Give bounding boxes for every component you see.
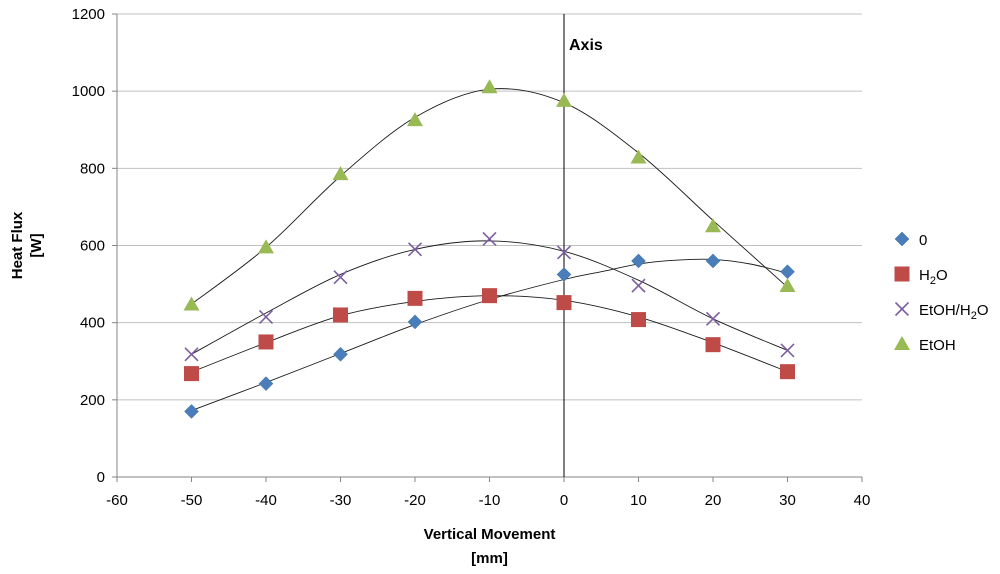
y-tick-label: 600 bbox=[80, 238, 105, 255]
legend-label-part: H bbox=[919, 267, 930, 284]
x-tick-label: 0 bbox=[560, 492, 568, 509]
legend-label-series-0: 0 bbox=[919, 232, 927, 249]
x-tick-label: 20 bbox=[705, 492, 722, 509]
trendline-series-2 bbox=[191, 240, 788, 355]
y-tick-label: 1000 bbox=[72, 83, 105, 100]
x-tick-label: 40 bbox=[854, 492, 871, 509]
data-point-series-2-stroke-b bbox=[780, 343, 795, 358]
data-point-series-1 bbox=[705, 337, 721, 353]
data-point-series-2 bbox=[705, 311, 721, 326]
data-point-series-0 bbox=[631, 253, 646, 269]
data-point-series-3 bbox=[481, 79, 498, 94]
data-point-series-2 bbox=[631, 278, 646, 293]
axis-annotation: Axis bbox=[569, 37, 603, 54]
data-point-series-2 bbox=[333, 270, 348, 285]
x-tick-label: 30 bbox=[779, 492, 796, 509]
trendline-series-1 bbox=[191, 295, 788, 373]
data-point-series-1 bbox=[184, 366, 199, 382]
data-point-series-3 bbox=[183, 296, 200, 311]
data-point-series-3 bbox=[407, 112, 423, 127]
data-point-series-1 bbox=[631, 312, 646, 328]
y-tick-label: 800 bbox=[80, 160, 105, 177]
data-point-series-2-stroke-b bbox=[333, 270, 348, 285]
data-point-series-3 bbox=[705, 218, 721, 233]
data-point-series-0 bbox=[780, 264, 795, 280]
legend-label-series-3: EtOH bbox=[919, 337, 956, 354]
data-point-series-3 bbox=[258, 239, 274, 254]
data-point-series-0 bbox=[184, 404, 199, 419]
gridlines bbox=[117, 13, 862, 401]
x-tick-label: -20 bbox=[404, 492, 426, 509]
data-point-series-3 bbox=[779, 278, 796, 293]
data-point-series-2-stroke-b bbox=[184, 347, 199, 362]
data-point-series-2-stroke-b bbox=[556, 245, 572, 260]
data-point-series-2 bbox=[407, 242, 423, 257]
data-point-series-1 bbox=[482, 288, 497, 304]
y-tick-label: 1200 bbox=[72, 6, 105, 23]
legend-label-part: 2 bbox=[971, 310, 977, 322]
data-point-series-1 bbox=[333, 307, 348, 323]
data-point-series-1 bbox=[780, 364, 795, 380]
legend-label-part: EtOH/H bbox=[919, 302, 971, 319]
axes: 0 200 400 600 800 1000 1200 -60 -50 -40 -30 -20 -10 0… bbox=[72, 6, 871, 509]
legend-label-part: O bbox=[977, 302, 989, 319]
data-point-series-3 bbox=[630, 149, 647, 164]
data-point-series-1 bbox=[556, 295, 572, 311]
data-point-series-1 bbox=[407, 290, 423, 306]
labels: Heat Flux [W] Vertical Movement [mm] Axi… bbox=[9, 37, 603, 567]
x-axis-unit: [mm] bbox=[471, 550, 508, 567]
legend-marker-series-3 bbox=[894, 336, 910, 350]
legend-label-series-2: EtOH/H2O bbox=[919, 302, 988, 322]
data-point-series-2 bbox=[258, 309, 274, 324]
data-point-series-2-stroke-b bbox=[631, 278, 646, 293]
data-point-series-2-stroke-b bbox=[258, 309, 274, 324]
y-axis-unit: [W] bbox=[28, 233, 45, 257]
x-tick-label: -60 bbox=[106, 492, 128, 509]
legend-marker-series-2-stroke-b bbox=[894, 301, 910, 317]
legend-marker-series-1 bbox=[894, 266, 910, 282]
data-point-series-2 bbox=[184, 347, 199, 362]
trendline-series-0 bbox=[191, 258, 788, 412]
y-tick-label: 200 bbox=[80, 392, 105, 409]
legend-marker-series-0 bbox=[894, 231, 910, 247]
data-point-series-3 bbox=[556, 92, 572, 107]
data-point-series-2-stroke-b bbox=[705, 311, 721, 326]
data-point-series-0 bbox=[258, 376, 274, 391]
data-point-series-0 bbox=[705, 253, 721, 269]
legend-label-part: O bbox=[936, 267, 948, 284]
data-point-series-0 bbox=[333, 346, 348, 362]
data-point-series-0 bbox=[407, 314, 423, 330]
data-point-series-2 bbox=[556, 245, 572, 260]
x-axis-title: Vertical Movement bbox=[424, 526, 556, 543]
y-tick-label: 400 bbox=[80, 315, 105, 332]
x-tick-label: -30 bbox=[330, 492, 352, 509]
data-point-series-1 bbox=[258, 334, 274, 350]
data-point-series-2 bbox=[482, 231, 497, 247]
legend-label-part: 2 bbox=[930, 275, 936, 287]
trendlines bbox=[191, 88, 788, 412]
x-tick-label: -10 bbox=[479, 492, 501, 509]
data-point-series-3 bbox=[332, 166, 349, 181]
data-point-series-2-stroke-b bbox=[482, 231, 497, 247]
trendline-series-3 bbox=[191, 88, 788, 305]
data-markers bbox=[183, 79, 796, 419]
y-tick-label: 0 bbox=[97, 469, 105, 486]
y-axis-title: Heat Flux bbox=[9, 211, 26, 279]
legend-marker-series-2 bbox=[894, 301, 910, 317]
data-point-series-0 bbox=[556, 267, 572, 282]
x-tick-label: -50 bbox=[181, 492, 203, 509]
x-tick-label: -40 bbox=[255, 492, 277, 509]
data-point-series-2-stroke-b bbox=[407, 242, 423, 257]
data-point-series-2 bbox=[780, 343, 795, 358]
x-tick-label: 10 bbox=[630, 492, 647, 509]
legend-label-series-1: H2O bbox=[919, 267, 948, 287]
